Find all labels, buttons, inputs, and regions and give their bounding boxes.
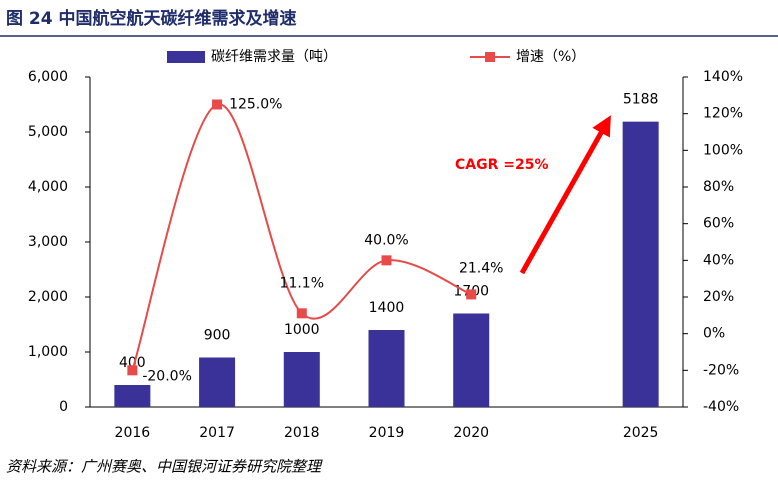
bar (453, 313, 490, 407)
data-label: 21.4% (459, 260, 503, 276)
marker (127, 365, 138, 376)
x-tick-label: 2025 (623, 425, 659, 441)
bar (114, 385, 151, 407)
y2-tick-label: 40% (703, 252, 734, 268)
marker (466, 289, 477, 300)
x-tick-label: 2019 (369, 425, 405, 441)
data-label: 11.1% (280, 275, 324, 291)
marker (381, 255, 392, 266)
bar (622, 121, 659, 407)
bar (199, 357, 236, 407)
y2-tick-label: 80% (703, 179, 734, 195)
y-tick-label: 2,000 (28, 289, 68, 305)
data-label: 400 (119, 355, 146, 371)
y2-tick-label: 100% (703, 142, 743, 158)
legend-swatch (167, 51, 205, 63)
source: 资料来源：广州赛奥、中国银河证券研究院整理 (6, 458, 323, 476)
y2-tick-label: 60% (703, 216, 734, 232)
annotation: CAGR =25% (455, 157, 549, 173)
x-tick-label: 2020 (453, 425, 489, 441)
y-tick-label: 0 (59, 399, 68, 415)
y2-tick-label: 140% (703, 69, 743, 85)
data-label: -20.0% (142, 368, 192, 384)
y2-tick-label: 120% (703, 106, 743, 122)
data-label: 125.0% (229, 97, 282, 113)
y-tick-label: 6,000 (28, 69, 68, 85)
x-tick-label: 2018 (284, 425, 320, 441)
bar (368, 330, 405, 407)
marker (212, 99, 223, 110)
data-label: 900 (204, 328, 231, 344)
data-label: 40.0% (364, 232, 408, 248)
y-tick-label: 3,000 (28, 234, 68, 250)
legend-label: 碳纤维需求量（吨） (211, 49, 337, 65)
y-tick-label: 5,000 (28, 124, 68, 140)
y-tick-label: 4,000 (28, 179, 68, 195)
data-label: 1400 (369, 300, 405, 316)
y-tick-label: 1,000 (28, 344, 68, 360)
bar (283, 352, 320, 407)
y2-tick-label: -20% (703, 362, 739, 378)
x-tick-label: 2017 (199, 425, 235, 441)
cagr-arrow (519, 115, 611, 275)
x-tick-label: 2016 (115, 425, 151, 441)
marker (296, 308, 307, 319)
y2-tick-label: 20% (703, 289, 734, 305)
legend-label: 增速（%） (516, 49, 585, 65)
y2-tick-label: 0% (703, 326, 725, 342)
y2-tick-label: -40% (703, 399, 739, 415)
chart-title: 图 24 中国航空航天碳纤维需求及增速 (6, 8, 297, 29)
data-label: 1000 (284, 322, 320, 338)
legend-swatch (485, 52, 495, 62)
data-label: 5188 (623, 92, 659, 108)
